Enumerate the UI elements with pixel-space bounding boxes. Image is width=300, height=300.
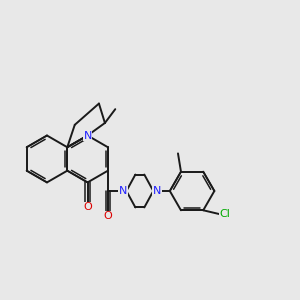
Text: N: N — [83, 130, 92, 140]
Text: O: O — [103, 211, 112, 221]
Text: O: O — [83, 202, 92, 212]
Text: Cl: Cl — [219, 209, 230, 219]
Text: N: N — [118, 186, 127, 196]
Text: N: N — [153, 186, 161, 196]
